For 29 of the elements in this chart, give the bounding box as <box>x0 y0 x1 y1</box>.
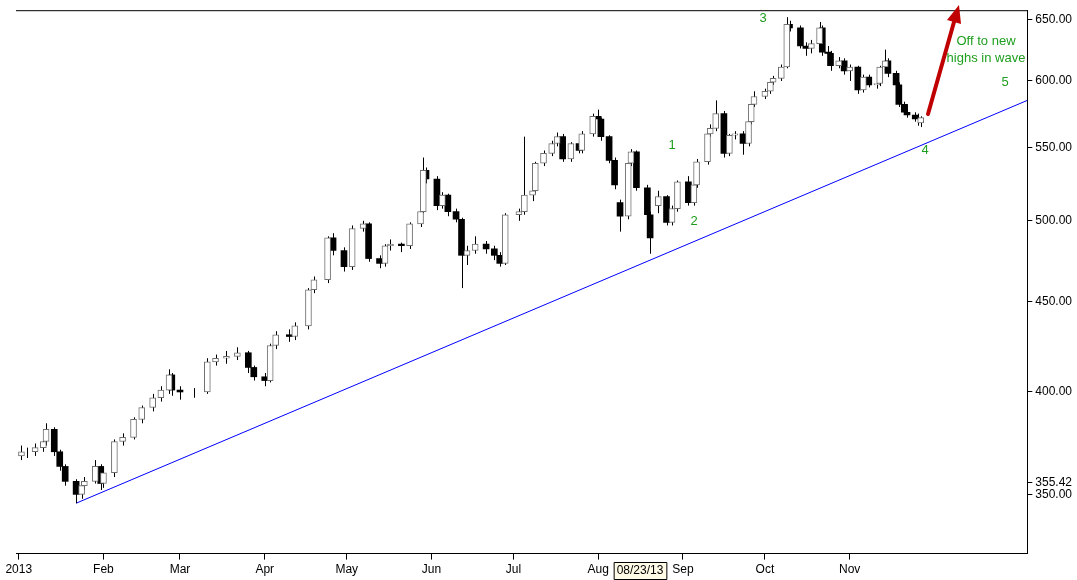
x-tick-label: Jun <box>421 562 442 577</box>
x-tick-label: Oct <box>755 562 775 577</box>
x-tick-label: Sep <box>672 562 694 577</box>
x-tick-label: 2013 <box>5 562 33 577</box>
annotation: 4 <box>921 141 929 157</box>
y-tick-label: 500.00 <box>1035 213 1073 228</box>
annotation: 3 <box>759 9 767 25</box>
y-tick-label: 355.42 <box>1035 474 1073 489</box>
candlestick <box>266 343 274 383</box>
annotation: Off to new highs in wave <box>946 33 1026 66</box>
annotation: 2 <box>690 212 698 228</box>
annotation: 1 <box>668 136 676 152</box>
y-tick-label: 550.00 <box>1035 140 1073 155</box>
x-tick-label: Jul <box>505 562 522 577</box>
text: 08/23/13 <box>616 563 664 578</box>
x-tick-label: Feb <box>93 562 115 577</box>
y-tick-label: 450.00 <box>1035 293 1073 308</box>
x-tick-label: Aug <box>587 562 609 577</box>
y-tick-label: 650.00 <box>1035 11 1073 26</box>
x-tick-label: May <box>335 562 359 577</box>
candlestick <box>130 416 137 440</box>
candlestick <box>501 212 509 266</box>
x-tick-label: Apr <box>255 562 275 577</box>
annotation: 5 <box>1001 73 1009 89</box>
y-tick-label: 400.00 <box>1035 384 1073 399</box>
y-tick-label: 350.00 <box>1035 486 1073 501</box>
y-tick-label: 600.00 <box>1035 73 1073 88</box>
x-tick-label: Mar <box>169 562 191 577</box>
x-tick-label: Nov <box>838 562 861 577</box>
